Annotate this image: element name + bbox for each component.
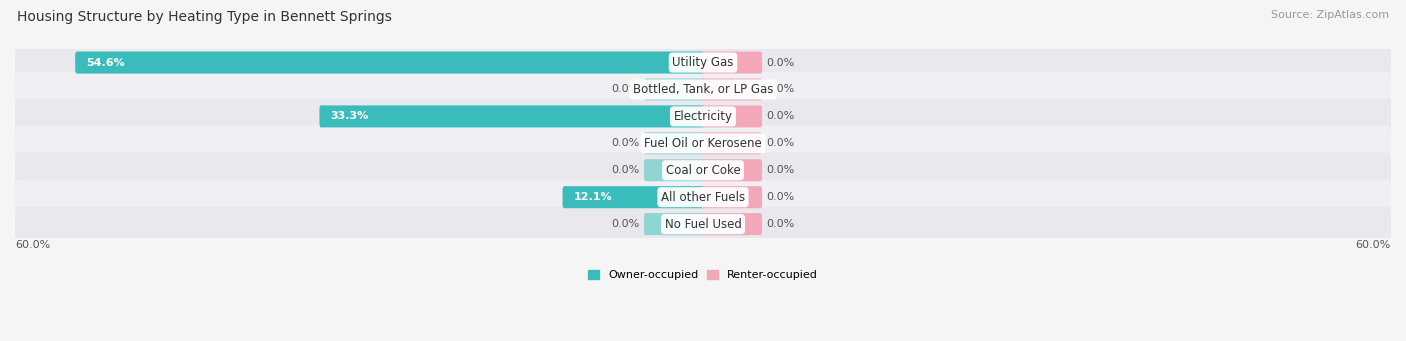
FancyBboxPatch shape xyxy=(15,72,1391,107)
FancyBboxPatch shape xyxy=(644,159,704,181)
Text: All other Fuels: All other Fuels xyxy=(661,191,745,204)
FancyBboxPatch shape xyxy=(644,78,704,101)
Text: Housing Structure by Heating Type in Bennett Springs: Housing Structure by Heating Type in Ben… xyxy=(17,10,392,24)
FancyBboxPatch shape xyxy=(644,213,704,235)
Text: 60.0%: 60.0% xyxy=(15,240,51,250)
Text: 0.0%: 0.0% xyxy=(766,85,794,94)
FancyBboxPatch shape xyxy=(562,186,704,208)
Text: 0.0%: 0.0% xyxy=(766,58,794,68)
Text: 33.3%: 33.3% xyxy=(330,112,368,121)
Text: Electricity: Electricity xyxy=(673,110,733,123)
FancyBboxPatch shape xyxy=(15,45,1391,80)
Text: 0.0%: 0.0% xyxy=(612,219,640,229)
Text: 0.0%: 0.0% xyxy=(766,219,794,229)
FancyBboxPatch shape xyxy=(319,105,704,128)
FancyBboxPatch shape xyxy=(15,125,1391,161)
Text: Source: ZipAtlas.com: Source: ZipAtlas.com xyxy=(1271,10,1389,20)
Text: 54.6%: 54.6% xyxy=(86,58,125,68)
FancyBboxPatch shape xyxy=(702,213,762,235)
Text: 0.0%: 0.0% xyxy=(612,85,640,94)
FancyBboxPatch shape xyxy=(15,179,1391,215)
FancyBboxPatch shape xyxy=(702,78,762,101)
FancyBboxPatch shape xyxy=(702,51,762,74)
Text: Bottled, Tank, or LP Gas: Bottled, Tank, or LP Gas xyxy=(633,83,773,96)
FancyBboxPatch shape xyxy=(702,105,762,128)
Text: 12.1%: 12.1% xyxy=(574,192,612,202)
Legend: Owner-occupied, Renter-occupied: Owner-occupied, Renter-occupied xyxy=(583,265,823,285)
FancyBboxPatch shape xyxy=(75,51,704,74)
FancyBboxPatch shape xyxy=(644,132,704,154)
FancyBboxPatch shape xyxy=(15,99,1391,134)
FancyBboxPatch shape xyxy=(702,132,762,154)
Text: 0.0%: 0.0% xyxy=(612,138,640,148)
FancyBboxPatch shape xyxy=(15,206,1391,242)
Text: Coal or Coke: Coal or Coke xyxy=(665,164,741,177)
Text: 0.0%: 0.0% xyxy=(612,165,640,175)
FancyBboxPatch shape xyxy=(702,186,762,208)
Text: 60.0%: 60.0% xyxy=(1355,240,1391,250)
FancyBboxPatch shape xyxy=(15,152,1391,188)
Text: 0.0%: 0.0% xyxy=(766,192,794,202)
Text: 0.0%: 0.0% xyxy=(766,165,794,175)
Text: 0.0%: 0.0% xyxy=(766,112,794,121)
Text: 0.0%: 0.0% xyxy=(766,138,794,148)
Text: Fuel Oil or Kerosene: Fuel Oil or Kerosene xyxy=(644,137,762,150)
Text: Utility Gas: Utility Gas xyxy=(672,56,734,69)
Text: No Fuel Used: No Fuel Used xyxy=(665,218,741,231)
FancyBboxPatch shape xyxy=(702,159,762,181)
